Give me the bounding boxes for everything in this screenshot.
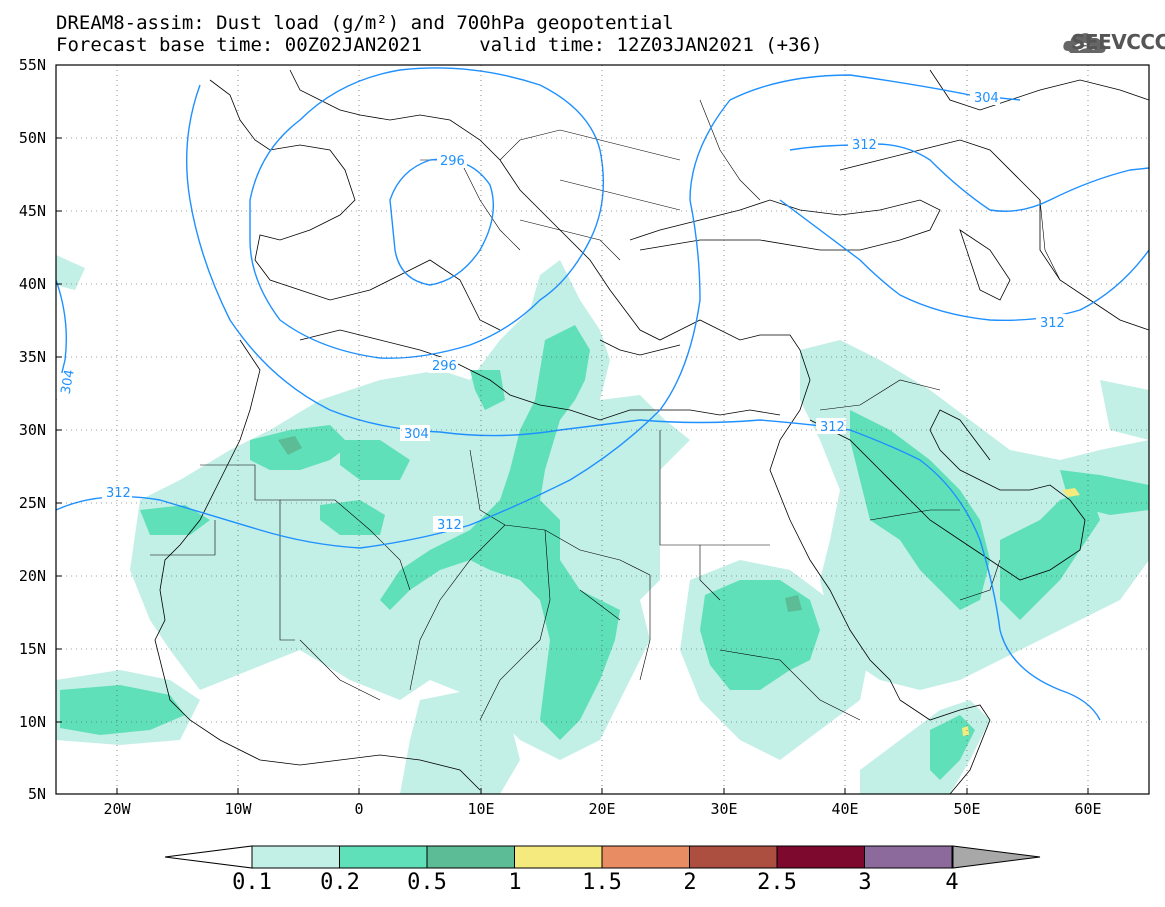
colorbar-label: 2.5	[757, 870, 797, 895]
coastlines	[154, 69, 1149, 794]
contour-label: 312	[1040, 316, 1065, 331]
lon-label: 20W	[103, 800, 131, 818]
colorbar-label: 1	[508, 870, 522, 895]
contour-label: 312	[106, 486, 131, 501]
contour-label: 304	[404, 427, 429, 442]
borders	[150, 99, 1061, 721]
dust-peak-areas	[962, 488, 1080, 736]
lat-label: 25N	[18, 494, 46, 512]
colorbar-label: 3	[858, 870, 872, 895]
contour-label: 304	[974, 91, 999, 106]
graticule	[56, 65, 1149, 794]
lat-label: 5N	[27, 785, 46, 803]
lat-label: 35N	[18, 348, 46, 366]
colorbar-label: 2	[683, 870, 697, 895]
colorbar-label: 1.5	[582, 870, 622, 895]
map-title: DREAM8-assim: Dust load (g/m²) and 700hP…	[56, 12, 674, 34]
axis-ticks	[56, 137, 1089, 794]
lon-label: 50E	[953, 800, 981, 818]
lon-label: 20E	[588, 800, 616, 818]
lat-label: 40N	[18, 275, 46, 293]
lon-label: 30E	[710, 800, 738, 818]
logo-text: SEEVCCC	[1071, 30, 1165, 54]
colorbar-label: 0.5	[407, 870, 447, 895]
contour-label: 312	[852, 138, 877, 153]
contour-label: 296	[432, 359, 457, 374]
lat-label: 30N	[18, 421, 46, 439]
lat-label: 10N	[18, 713, 46, 731]
lat-label: 55N	[18, 56, 46, 74]
cloud-logo-icon	[1063, 33, 1106, 53]
forecast-time: Forecast base time: 00Z02JAN2021 valid t…	[56, 34, 823, 56]
lat-label: 15N	[18, 640, 46, 658]
lon-label: 10E	[467, 800, 495, 818]
lat-label: 45N	[18, 202, 46, 220]
lon-label: 40E	[831, 800, 859, 818]
lat-label: 50N	[18, 129, 46, 147]
dust-high-areas	[278, 436, 802, 612]
lon-label: 0	[354, 800, 364, 818]
map-frame	[55, 64, 1150, 795]
lat-label: 20N	[18, 567, 46, 585]
lon-label: 10W	[224, 800, 252, 818]
contour-label: 312	[820, 420, 845, 435]
contour-label: 312	[437, 518, 462, 533]
contour-label: 296	[440, 154, 465, 169]
colorbar-label: 0.1	[232, 870, 272, 895]
colorbar-label: 0.2	[320, 870, 360, 895]
lon-label: 60E	[1074, 800, 1102, 818]
contour-labels: 304 312 312 296 296 304 312 312 304 312	[56, 89, 1066, 533]
contour-label: 304	[59, 368, 78, 395]
colorbar-label: 4	[945, 870, 959, 895]
